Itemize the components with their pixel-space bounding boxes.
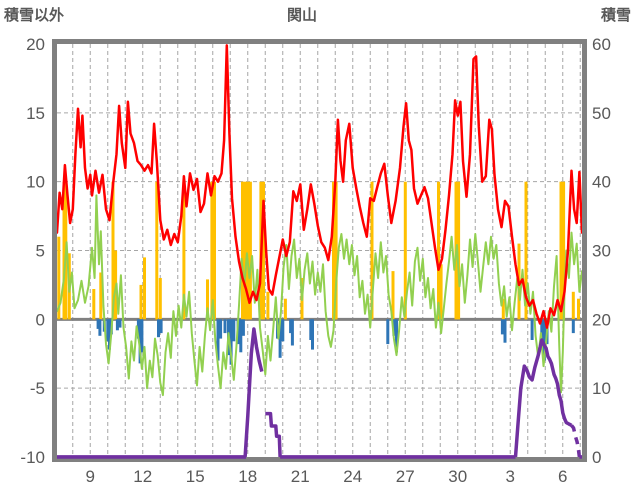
y-right-tick-label: 20 (592, 310, 611, 329)
x-tick-label: 30 (448, 467, 467, 486)
x-tick-label: 9 (86, 467, 95, 486)
x-tick-label: 21 (291, 467, 310, 486)
y-right-tick-label: 0 (592, 448, 601, 467)
y-right-tick-label: 30 (592, 241, 611, 260)
y-right-tick-label: 40 (592, 173, 611, 192)
y-left-tick-label: 0 (36, 310, 45, 329)
x-tick-label: 15 (186, 467, 205, 486)
y-right-tick-label: 10 (592, 379, 611, 398)
green-line (56, 194, 583, 397)
y-left-tick-label: 20 (26, 35, 45, 54)
red-line (55, 44, 584, 329)
y-left-tick-label: 10 (26, 173, 45, 192)
y-left-tick-label: 15 (26, 104, 45, 123)
x-tick-label: 3 (506, 467, 515, 486)
gridlines (57, 44, 582, 457)
chart-title: 関山 (286, 7, 318, 24)
y-left-tick-label: 5 (36, 241, 45, 260)
x-tick-label: 18 (238, 467, 257, 486)
y-right-tick-label: 50 (592, 104, 611, 123)
right-axis-title: 積雪 (600, 7, 631, 24)
x-tick-label: 6 (558, 467, 567, 486)
plot-frame (52, 39, 587, 462)
y-right-tick-label: 60 (592, 35, 611, 54)
x-tick-label: 24 (343, 467, 362, 486)
snow-depth-line (57, 327, 582, 459)
left-axis-title: 積雪以外 (4, 7, 65, 24)
x-tick-label: 27 (396, 467, 415, 486)
y-left-tick-label: -5 (30, 379, 45, 398)
x-tick-label: 12 (133, 467, 152, 486)
y-left-tick-label: -10 (20, 448, 45, 467)
